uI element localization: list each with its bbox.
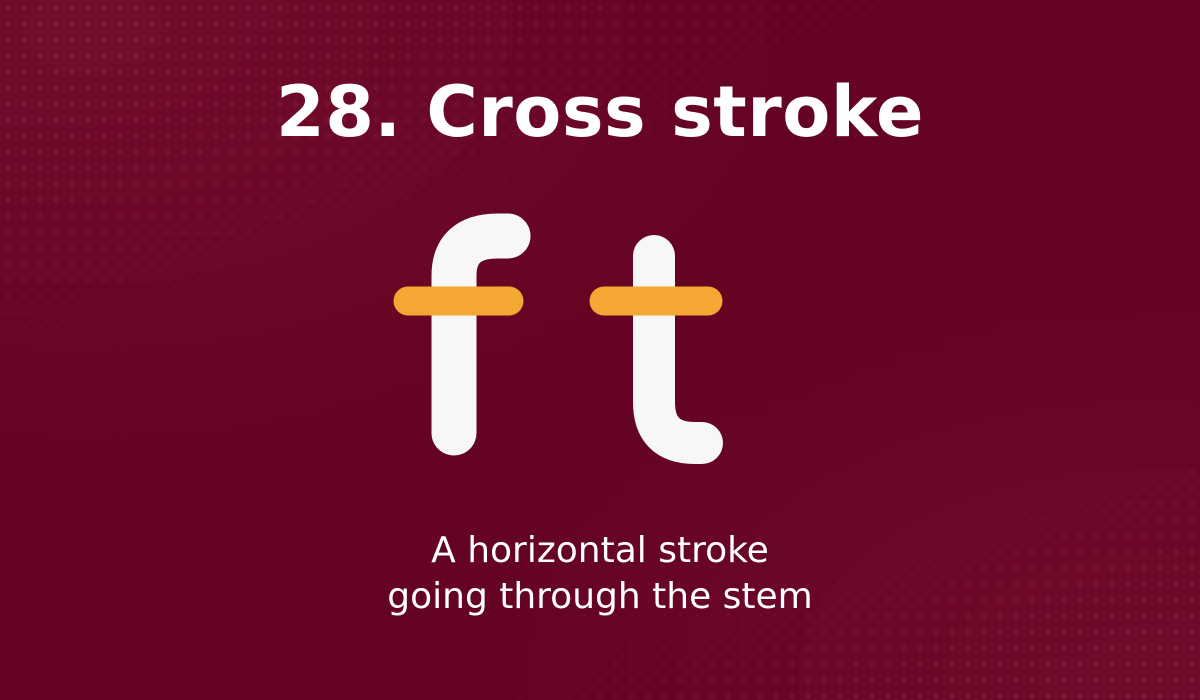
slide-title: 28. Cross stroke — [276, 71, 924, 153]
slide-caption: A horizontal stroke going through the st… — [0, 528, 1200, 620]
letter-f-glyph — [431, 213, 531, 456]
caption-line-1: A horizontal stroke — [431, 530, 769, 571]
letter-t-glyph — [633, 235, 723, 464]
caption-line-2: going through the stem — [387, 576, 813, 617]
